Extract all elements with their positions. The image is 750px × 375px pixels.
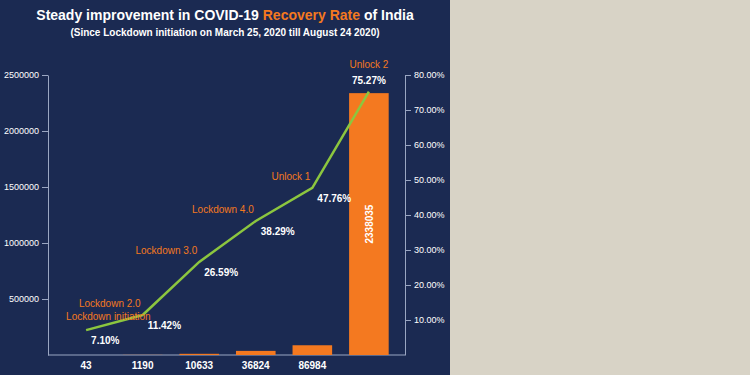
line-label: 26.59% (204, 267, 238, 278)
chart-root: Steady improvement in COVID-19 Recovery … (0, 0, 750, 375)
category-label: Unlock 1 (271, 171, 310, 182)
y2-tick: 20.00% (405, 280, 445, 290)
bar (349, 93, 389, 355)
bar-label: 43 (81, 360, 93, 371)
line (86, 92, 369, 331)
y2-axis: 10.00% 20.00% 30.00% 40.00% 50.00% 60.00% 70.0… (405, 70, 445, 355)
tick-mark (42, 187, 48, 188)
category-label: Lockdown 2.0 (79, 298, 141, 309)
bar (66, 354, 106, 355)
tick-mark (405, 180, 411, 181)
tick-label: 30.00% (414, 245, 445, 255)
title-word: Rate (326, 7, 360, 23)
tick-mark (405, 110, 411, 111)
y-tick: 1500000 (4, 182, 48, 192)
line-label: 75.27% (352, 75, 386, 86)
line-label: 7.10% (91, 335, 119, 346)
title-word: Steady (36, 7, 82, 23)
bar (179, 354, 219, 355)
line-label: 47.76% (317, 193, 351, 204)
tick-mark (405, 75, 411, 76)
line-label: 38.29% (261, 226, 295, 237)
tick-label: 50.00% (414, 175, 445, 185)
bar-label: 86984 (298, 360, 326, 371)
bar-label: 10633 (185, 360, 213, 371)
labels: 43 1190 10633 36824 86984 2338035 7.10% Lockdow… (66, 59, 389, 371)
tick-label: 60.00% (414, 140, 445, 150)
title-word: India (377, 7, 414, 23)
tick-label: 80.00% (414, 70, 445, 80)
tick-label: 20.00% (414, 280, 445, 290)
y2-tick: 80.00% (405, 70, 445, 80)
bar (293, 345, 333, 355)
y-tick: 2000000 (4, 126, 48, 136)
y-tick: 1000000 (4, 238, 48, 248)
chart-background (0, 0, 450, 375)
bar-label: 2338035 (364, 204, 375, 243)
marks (66, 92, 388, 355)
title-word: improvement (82, 7, 174, 23)
axis-line (48, 76, 49, 356)
y2-tick: 10.00% (405, 315, 445, 325)
title: Steady improvement in COVID-19 Recovery … (36, 7, 414, 23)
tick-mark (42, 75, 48, 76)
subtitle: (Since Lockdown initiation on March 25, … (70, 27, 379, 38)
title-word: COVID-19 (190, 7, 259, 23)
tick-mark (405, 285, 411, 286)
line-label: 11.42% (148, 320, 181, 331)
y-tick: 2500000 (4, 70, 48, 80)
category-label: Unlock 2 (349, 59, 388, 70)
bar-label: 36824 (242, 360, 270, 371)
tick-label: 1000000 (4, 238, 39, 248)
tick-mark (42, 243, 48, 244)
y2-tick: 50.00% (405, 175, 445, 185)
y-tick: 500000 (9, 294, 48, 304)
y2-tick: 40.00% (405, 210, 445, 220)
photo-panel (450, 0, 750, 375)
tick-mark (405, 215, 411, 216)
tick-label: 10.00% (414, 315, 445, 325)
tick-mark (42, 299, 48, 300)
title-word: of (360, 7, 377, 23)
tick-label: 2500000 (4, 70, 39, 80)
y2-tick: 70.00% (405, 105, 445, 115)
tick-label: 2000000 (4, 126, 39, 136)
title-word: Recovery (259, 7, 326, 23)
tick-mark (405, 320, 411, 321)
bar-label: 1190 (132, 360, 154, 371)
category-label: Lockdown initiation (66, 311, 151, 322)
title-word: in (174, 7, 190, 23)
y-axis: 500000 1000000 1500000 2000000 2500000 (4, 70, 49, 355)
bar (236, 351, 276, 355)
category-label: Lockdown 4.0 (192, 204, 254, 215)
tick-label: 40.00% (414, 210, 445, 220)
tick-mark (405, 145, 411, 146)
tick-label: 1500000 (4, 182, 39, 192)
bar (123, 354, 163, 355)
y2-tick: 60.00% (405, 140, 445, 150)
tick-mark (405, 250, 411, 251)
tick-mark (42, 131, 48, 132)
tick-label: 70.00% (414, 105, 445, 115)
tick-label: 500000 (9, 294, 39, 304)
category-label: Lockdown 3.0 (136, 245, 198, 256)
y2-tick: 30.00% (405, 245, 445, 255)
